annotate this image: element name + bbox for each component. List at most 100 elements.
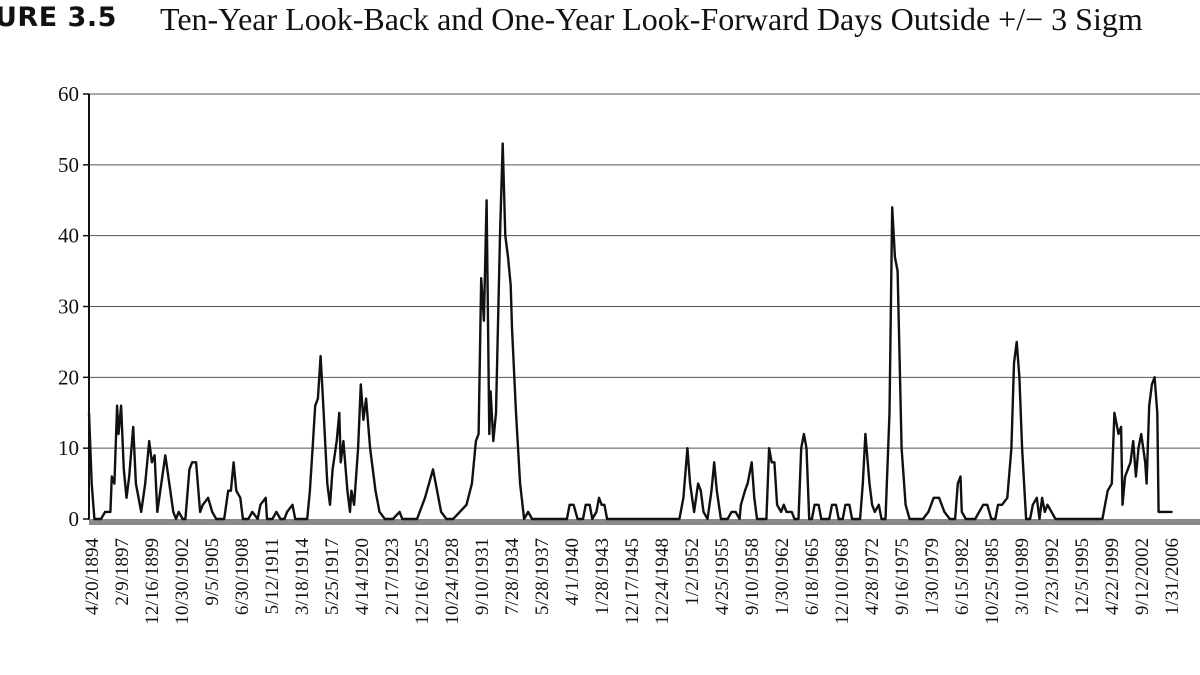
data-point (116, 404, 118, 407)
data-point (424, 496, 426, 499)
data-point (495, 411, 497, 414)
data-point (247, 518, 250, 520)
data-point (776, 503, 778, 506)
data-point (291, 503, 294, 506)
data-point (861, 482, 864, 485)
data-point (1148, 404, 1151, 407)
data-point (342, 440, 345, 442)
data-point (168, 482, 171, 485)
data-point (144, 482, 147, 485)
data-point (349, 511, 351, 513)
data-point (398, 511, 401, 513)
data-point (501, 142, 504, 145)
data-point (813, 503, 816, 506)
data-point (151, 461, 153, 464)
data-point (1144, 461, 1147, 464)
data-point (264, 496, 267, 499)
data-point (682, 496, 685, 499)
data-point (120, 404, 122, 407)
data-point (531, 518, 533, 520)
data-point (507, 256, 509, 258)
x-tick-label: 2/17/1923 (382, 538, 403, 615)
data-point (271, 518, 274, 520)
data-point (964, 518, 967, 520)
data-point (1021, 447, 1023, 450)
data-point (689, 482, 691, 485)
data-point (440, 511, 442, 513)
y-axis-ticks: 0 10 20 30 40 50 60 (58, 82, 89, 531)
data-point (831, 503, 833, 506)
data-point (891, 206, 894, 209)
data-point (1153, 376, 1156, 379)
data-point (230, 489, 232, 492)
data-point (311, 447, 314, 450)
data-point (392, 518, 394, 520)
x-tick-label: 12/5/1995 (1072, 538, 1093, 615)
x-tick-label: 12/17/1945 (622, 538, 643, 625)
data-point (369, 447, 371, 450)
data-point (584, 503, 587, 506)
data-point (523, 518, 525, 520)
data-point (458, 511, 461, 513)
data-point (1160, 511, 1163, 513)
data-point (956, 482, 959, 485)
data-point (452, 518, 454, 520)
data-point (1113, 411, 1116, 414)
data-point (509, 284, 512, 287)
data-point (877, 503, 880, 506)
data-point (706, 518, 709, 520)
data-point (1025, 518, 1027, 520)
data-point (283, 518, 286, 520)
data-point (817, 503, 820, 506)
data-point (848, 503, 851, 506)
data-point (181, 518, 184, 520)
data-point (697, 482, 699, 485)
data-point (678, 518, 681, 520)
data-point (948, 518, 951, 520)
data-point (432, 468, 434, 471)
data-point (788, 511, 790, 513)
data-point (172, 511, 175, 513)
data-point (744, 489, 746, 492)
x-tick-label: 12/10/1968 (832, 538, 853, 625)
data-point (416, 518, 418, 520)
data-point (713, 461, 716, 464)
data-point (401, 518, 404, 520)
x-tick-label: 4/1/1940 (562, 538, 583, 606)
data-point (1145, 482, 1148, 485)
data-point (938, 496, 940, 499)
data-point (329, 503, 331, 506)
data-point (768, 447, 770, 450)
data-point (715, 489, 718, 492)
data-point (805, 447, 808, 450)
data-point (582, 518, 584, 520)
data-point (730, 511, 733, 513)
data-point (160, 482, 163, 485)
data-point (982, 503, 985, 506)
x-tick-label: 12/16/1925 (412, 538, 433, 625)
data-point (1126, 468, 1129, 471)
data-point (306, 518, 309, 520)
data-point (135, 482, 137, 485)
x-tick-label: 1/2/1952 (682, 538, 703, 606)
data-point (153, 454, 156, 457)
data-point (184, 518, 187, 520)
data-point (314, 404, 317, 407)
data-point (128, 475, 131, 478)
x-tick-label: 1/30/1979 (922, 538, 943, 615)
data-point (195, 461, 198, 464)
data-point (309, 489, 311, 492)
data-point (797, 518, 800, 520)
data-point (117, 433, 120, 435)
data-point (1035, 496, 1038, 499)
x-tick-label: 12/16/1899 (142, 538, 163, 625)
data-point (990, 518, 993, 520)
data-point (475, 440, 477, 442)
data-point (699, 489, 702, 492)
data-point (1140, 433, 1143, 435)
data-point (519, 482, 521, 485)
x-tick-label: 1/31/2006 (1162, 538, 1183, 615)
data-point (1018, 376, 1021, 379)
y-tick-label: 40 (58, 224, 79, 248)
data-point (378, 511, 381, 513)
